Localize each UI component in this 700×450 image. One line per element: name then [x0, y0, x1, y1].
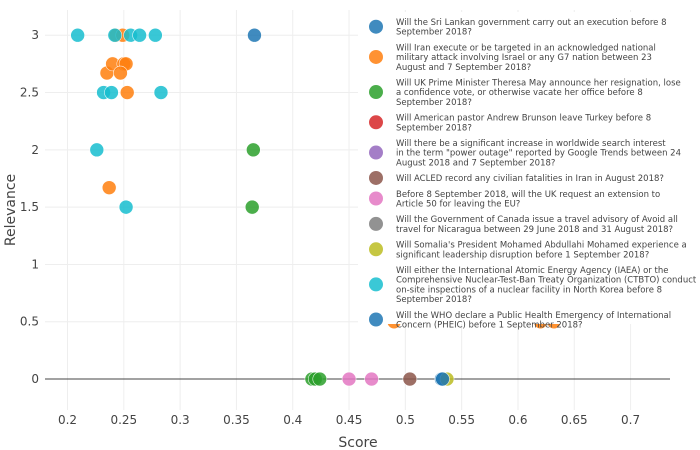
data-point[interactable]	[132, 27, 147, 43]
legend-marker	[369, 19, 383, 34]
data-point[interactable]	[364, 371, 379, 387]
x-tick-label: 0.25	[110, 413, 137, 427]
y-axis-title: Relevance	[3, 174, 19, 246]
data-point[interactable]	[153, 85, 169, 100]
data-point[interactable]	[246, 142, 261, 158]
legend-label: Will either the International Atomic Ene…	[396, 266, 697, 305]
legend-label: Will the Government of Canada issue a tr…	[396, 215, 678, 235]
y-tick-label: 0.5	[20, 315, 39, 329]
data-points	[70, 27, 562, 387]
data-point[interactable]	[435, 371, 450, 387]
legend-marker	[369, 145, 383, 160]
data-point[interactable]	[101, 180, 117, 195]
data-point[interactable]	[312, 371, 328, 387]
legend-item[interactable]: Will the Government of Canada issue a tr…	[369, 215, 678, 235]
data-point[interactable]	[107, 27, 123, 43]
data-point[interactable]	[341, 371, 357, 387]
legend: Will the Sri Lankan government carry out…	[358, 12, 697, 331]
legend-label: Will American pastor Andrew Brunson leav…	[396, 114, 651, 134]
legend-label: Will the Sri Lankan government carry out…	[396, 18, 667, 38]
legend-marker	[369, 115, 383, 130]
legend-marker	[369, 85, 383, 100]
data-point[interactable]	[89, 142, 105, 158]
y-tick-label: 2.5	[20, 86, 39, 100]
y-tick-label: 0	[31, 372, 39, 386]
data-point[interactable]	[148, 27, 163, 43]
data-point[interactable]	[244, 199, 260, 215]
x-tick-label: 0.55	[448, 413, 475, 427]
legend-background	[358, 12, 694, 324]
x-axis-ticks: 0.2 0.25 0.3 0.35 0.4 0.45 0.5 0.55 0.6 0.65 0.7	[58, 413, 640, 427]
y-axis-ticks: 0 0.5 1 1.5 2 2.5 3	[20, 28, 39, 386]
x-axis-title: Score	[338, 435, 377, 450]
x-tick-label: 0.35	[223, 413, 250, 427]
data-point[interactable]	[118, 199, 134, 215]
legend-marker	[369, 49, 383, 64]
x-tick-label: 0.6	[508, 413, 527, 427]
legend-marker	[369, 191, 383, 206]
legend-item[interactable]: Will there be a significant increase in …	[369, 139, 681, 168]
y-tick-label: 2	[31, 143, 39, 157]
legend-label: Before 8 September 2018, will the UK req…	[396, 190, 660, 210]
x-tick-label: 0.4	[283, 413, 302, 427]
legend-marker	[369, 216, 383, 231]
data-point[interactable]	[113, 65, 128, 81]
x-tick-label: 0.45	[336, 413, 363, 427]
y-tick-label: 1.5	[20, 200, 39, 214]
data-point[interactable]	[402, 371, 418, 387]
legend-item[interactable]: Before 8 September 2018, will the UK req…	[369, 190, 660, 210]
legend-marker	[369, 277, 383, 292]
x-tick-label: 0.5	[396, 413, 415, 427]
legend-item[interactable]: Will the Sri Lankan government carry out…	[369, 18, 667, 38]
x-tick-label: 0.65	[561, 413, 588, 427]
legend-label: Will the WHO declare a Public Health Eme…	[396, 311, 671, 331]
legend-label: Will there be a significant increase in …	[396, 139, 681, 168]
data-point[interactable]	[70, 27, 85, 43]
legend-marker	[369, 312, 383, 327]
data-point[interactable]	[247, 27, 262, 43]
x-tick-label: 0.7	[621, 413, 640, 427]
y-tick-label: 3	[31, 28, 39, 42]
legend-label: Will UK Prime Minister Theresa May annou…	[396, 79, 681, 108]
legend-item[interactable]: Will the WHO declare a Public Health Eme…	[369, 311, 671, 331]
legend-item[interactable]: Will ACLED record any civilian fatalitie…	[369, 170, 664, 185]
legend-item[interactable]: Will American pastor Andrew Brunson leav…	[369, 114, 651, 134]
legend-label: Will Iran execute or be targeted in an a…	[396, 43, 656, 72]
legend-marker	[369, 170, 383, 185]
y-tick-label: 1	[31, 257, 39, 271]
legend-marker	[369, 242, 383, 257]
legend-label: Will Somalia's President Mohamed Abdulla…	[396, 241, 687, 261]
x-tick-label: 0.2	[58, 413, 77, 427]
legend-item[interactable]: Will Iran execute or be targeted in an a…	[369, 43, 656, 73]
data-point[interactable]	[119, 85, 135, 100]
data-point[interactable]	[104, 85, 119, 100]
legend-item[interactable]: Will either the International Atomic Ene…	[369, 266, 697, 305]
x-tick-label: 0.3	[171, 413, 190, 427]
legend-item[interactable]: Will UK Prime Minister Theresa May annou…	[369, 79, 681, 108]
legend-label: Will ACLED record any civilian fatalitie…	[396, 174, 664, 184]
legend-item[interactable]: Will Somalia's President Mohamed Abdulla…	[369, 241, 687, 261]
